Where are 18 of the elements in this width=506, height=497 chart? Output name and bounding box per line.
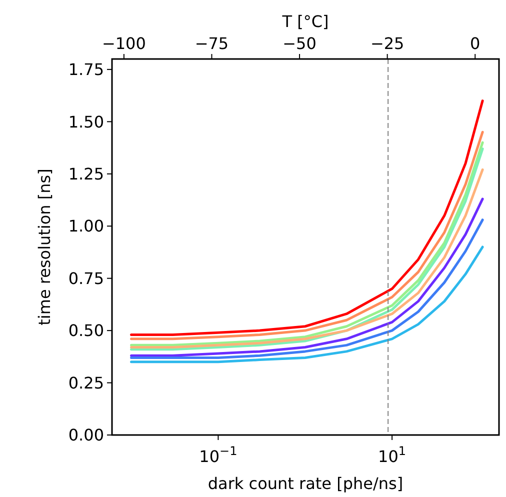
x2-tick-label: −100 <box>102 34 146 53</box>
x2-tick-label: 0 <box>470 34 480 53</box>
x-tick-label: 10$^{1}$ <box>378 444 406 466</box>
y-tick-label: 1.75 <box>68 60 104 80</box>
x-tick-label: 10$^{−1}$ <box>199 444 238 466</box>
y-axis-title: time resolution [ns] <box>35 168 54 326</box>
y-tick-label: 1.50 <box>68 112 104 132</box>
y-tick-label: 0.75 <box>68 268 104 288</box>
y-tick-label: 0.00 <box>68 426 104 445</box>
x2-axis-title: T [°C] <box>281 12 329 31</box>
x2-tick-label: −25 <box>370 34 404 53</box>
x2-tick-label: −75 <box>194 34 229 53</box>
y-tick-label: 1.25 <box>68 164 104 184</box>
x-axis-title: dark count rate [phe/ns] <box>208 474 404 493</box>
y-tick-label: 1.00 <box>68 216 104 236</box>
y-tick-label: 0.50 <box>68 321 104 340</box>
x2-tick-label: −50 <box>282 34 316 53</box>
y-tick-label: 0.25 <box>68 373 104 392</box>
